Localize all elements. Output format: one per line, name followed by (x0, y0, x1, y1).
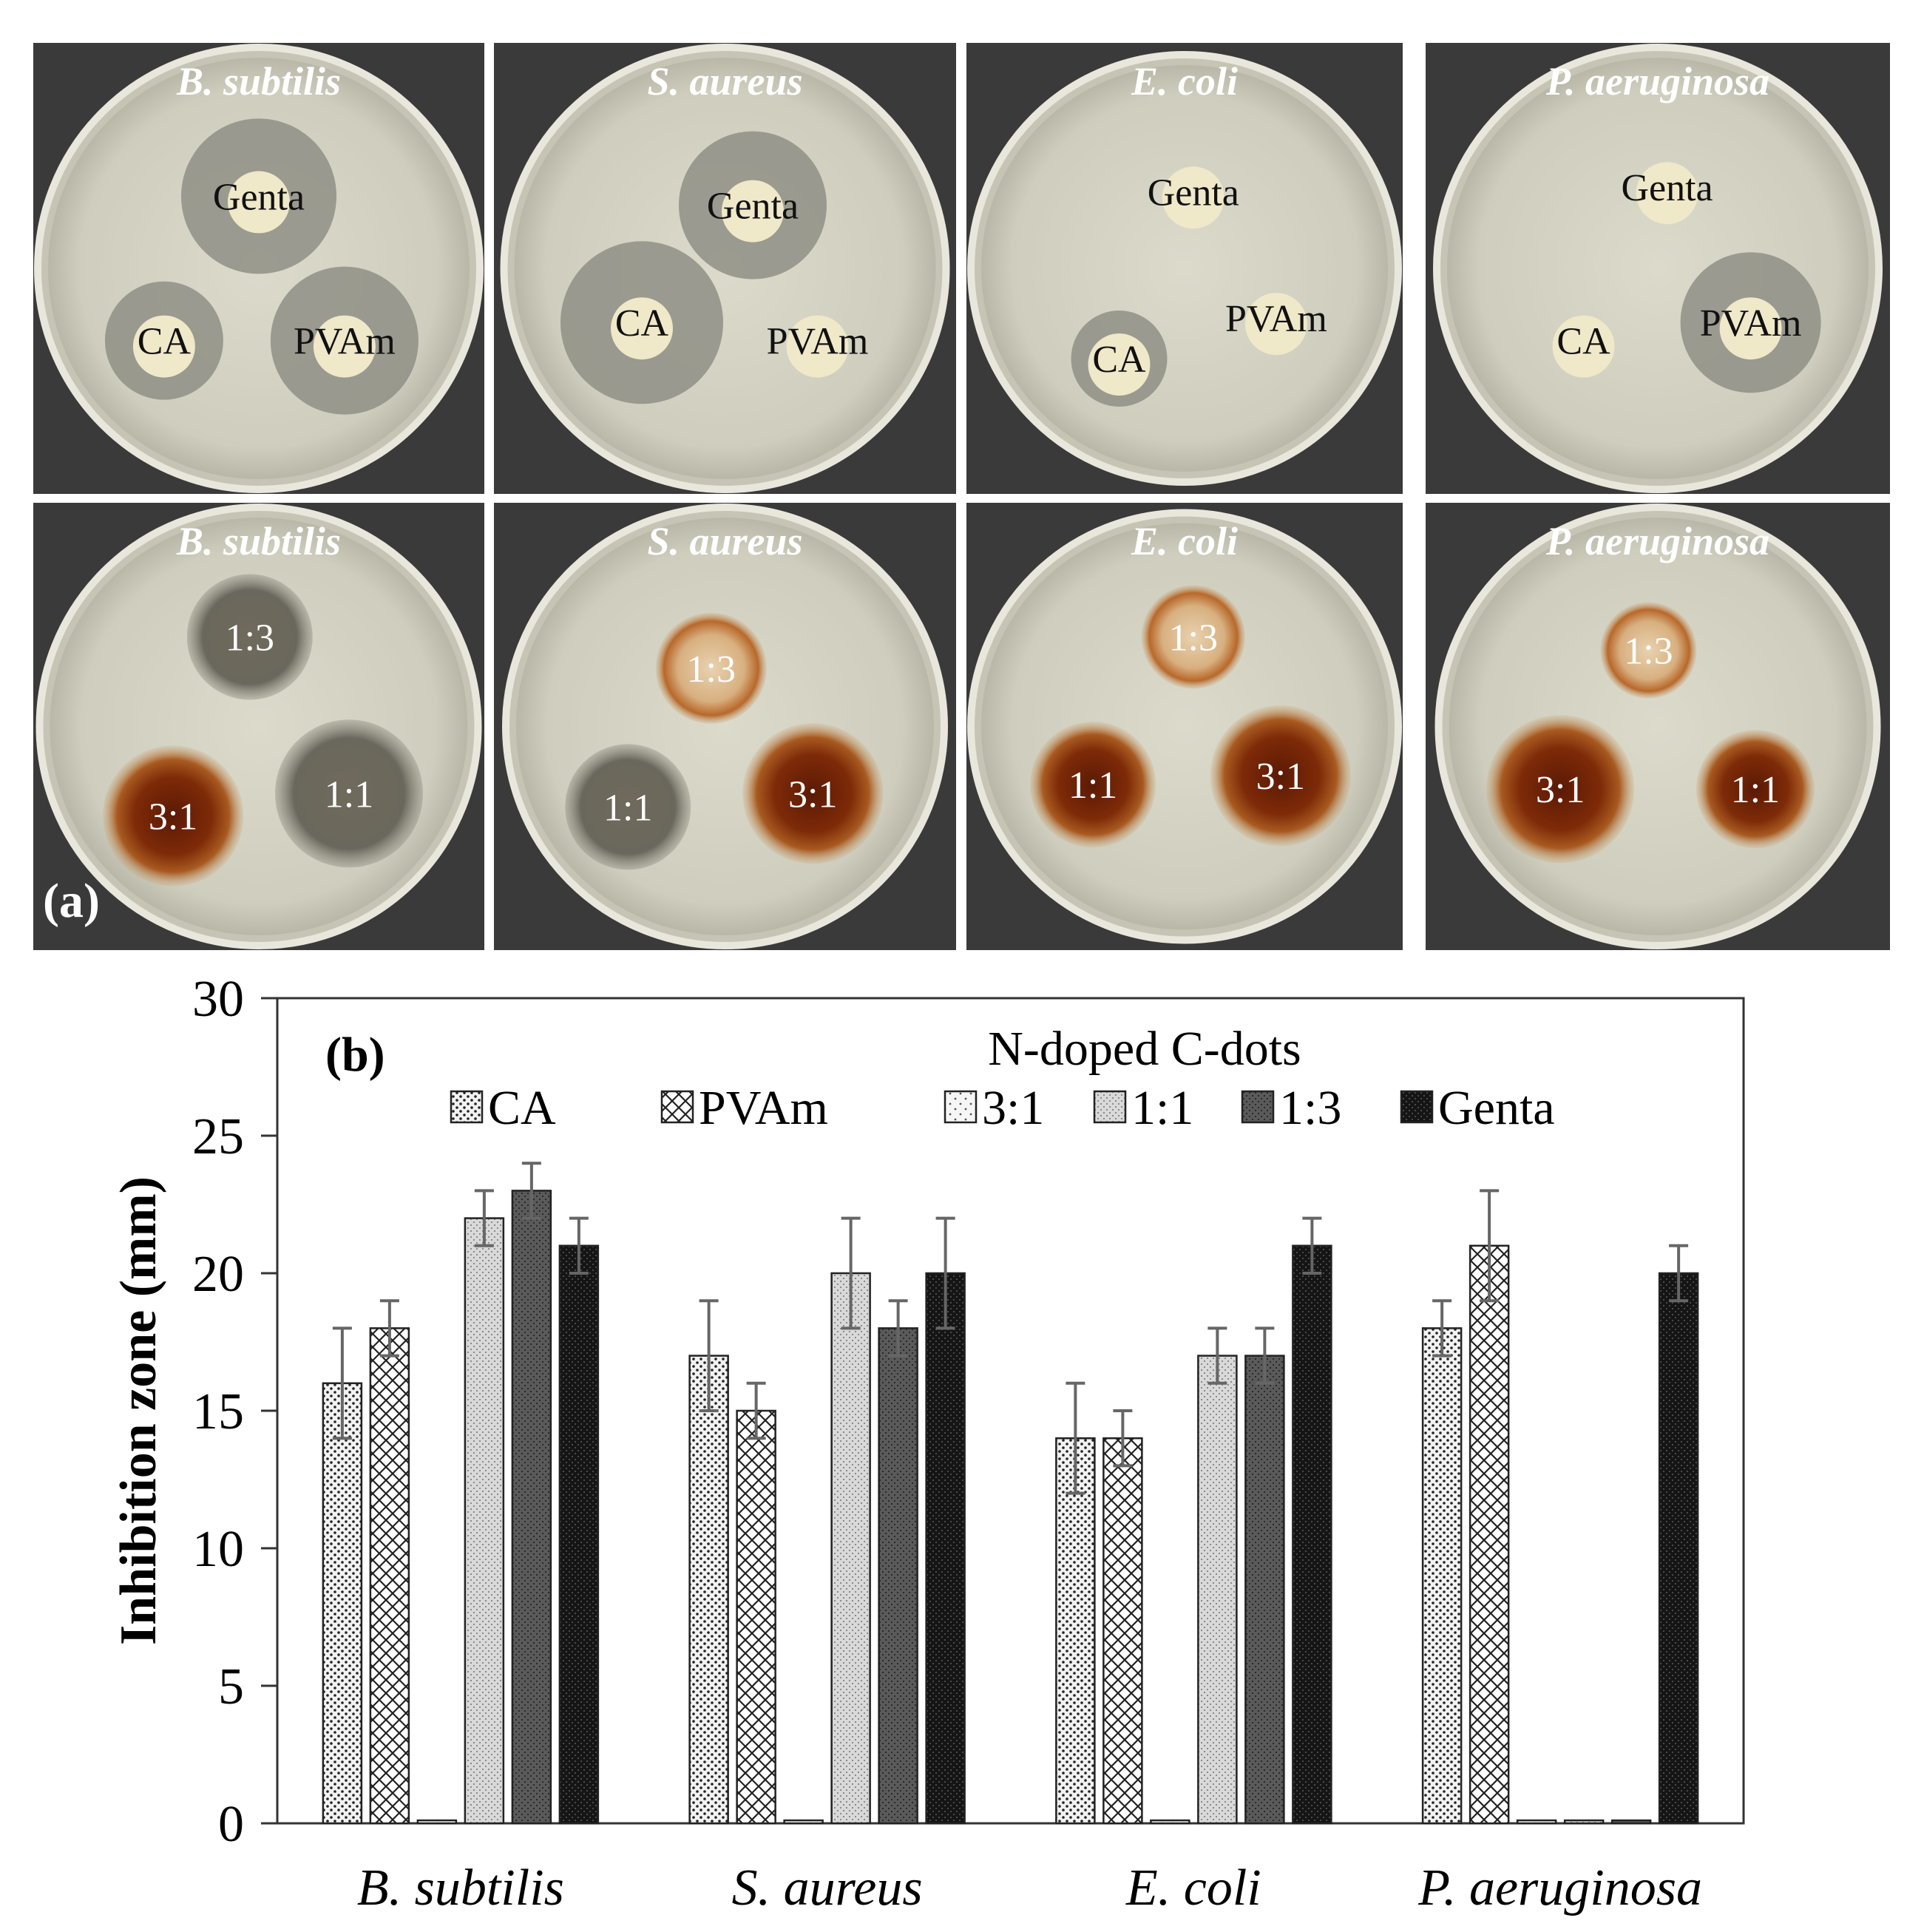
bottom-plate-4: 1:3 3:1 1:1 P. aeruginosa (1426, 503, 1890, 950)
disc-label: PVAm (294, 321, 396, 363)
bar-Genta-B. subtilis (558, 1244, 600, 1825)
bar-3:1-S. aureus (783, 1819, 824, 1825)
x-category-label: P. aeruginosa (1417, 1860, 1702, 1916)
top-plate-3: Genta CA PVAm E. coli (966, 43, 1403, 494)
y-tick-label: 5 (218, 1658, 244, 1715)
legend-entry: 3:1 (982, 1081, 1044, 1135)
bar-1:1-B. subtilis (464, 1217, 505, 1825)
bar-1:3-B. subtilis (511, 1190, 552, 1825)
legend-swatch (1241, 1090, 1275, 1124)
y-axis-label: Inhibition zone (mm) (110, 1176, 167, 1645)
disc-label: CA (1557, 321, 1610, 363)
top-plate-1: Genta CA PVAm B. subtilis (33, 43, 484, 494)
bottom-plate-3: 1:3 1:1 3:1 E. coli (966, 503, 1403, 950)
y-tick-label: 15 (192, 1383, 244, 1440)
disc-label: Genta (213, 176, 305, 218)
legend-swatch (944, 1090, 978, 1124)
legend-swatch (1093, 1090, 1127, 1124)
plate-organism-label: B. subtilis (176, 519, 341, 563)
legend-swatch (660, 1090, 694, 1124)
x-category-label: E. coli (1125, 1860, 1261, 1916)
disc-label: CA (138, 321, 192, 363)
bar-Genta-E. coli (1292, 1244, 1332, 1825)
disc-label: CA (615, 302, 669, 345)
legend-entry: 1:1 (1131, 1081, 1193, 1135)
disc-label: 3:1 (1536, 769, 1585, 811)
bar-3:1-P. aeruginosa (1516, 1819, 1557, 1825)
bar-PVAm-S. aureus (736, 1409, 776, 1825)
plate-organism-label: E. coli (1131, 519, 1238, 563)
legend-entry: 1:3 (1279, 1081, 1341, 1135)
y-tick-label: 0 (218, 1796, 244, 1853)
y-tick-label: 20 (192, 1246, 244, 1303)
disc-label: 1:1 (603, 787, 652, 829)
bar-1:1-P. aeruginosa (1563, 1819, 1605, 1825)
y-tick-label: 30 (192, 971, 244, 1028)
bar-3:1-E. coli (1150, 1819, 1190, 1825)
disc-label: 1:3 (1169, 617, 1218, 660)
disc-label: 1:3 (1624, 631, 1673, 673)
legend-title: N-doped C-dots (988, 1022, 1301, 1076)
disc-label: 1:1 (325, 773, 373, 816)
bottom-plate-2: 1:3 1:1 3:1 S. aureus (494, 503, 956, 950)
bar-1:3-P. aeruginosa (1610, 1819, 1652, 1825)
bar-CA-P. aeruginosa (1421, 1327, 1463, 1825)
disc-label: 3:1 (788, 773, 837, 816)
legend-entry: Genta (1438, 1081, 1555, 1135)
bar-CA-E. coli (1055, 1437, 1096, 1825)
x-category-label: S. aureus (732, 1860, 923, 1916)
bar-1:1-E. coli (1197, 1355, 1238, 1825)
bar-Genta-S. aureus (925, 1272, 966, 1825)
disc-label: PVAm (767, 321, 869, 363)
bar-1:3-S. aureus (878, 1327, 918, 1825)
panel-a-label: (a) (43, 874, 100, 928)
plate-photographs: Genta CA PVAm B. subtilis Genta CA PVAm S. aure… (33, 43, 1890, 950)
legend-entry: PVAm (699, 1081, 828, 1135)
legend-swatch (1400, 1090, 1434, 1124)
x-category-label: B. subtilis (357, 1860, 564, 1916)
y-tick-label: 10 (192, 1521, 244, 1578)
legend-entry: CA (488, 1081, 556, 1135)
bar-PVAm-P. aeruginosa (1469, 1244, 1510, 1825)
plate-organism-label: B. subtilis (176, 59, 341, 104)
disc-label: Genta (707, 186, 799, 228)
plate-organism-label: P. aeruginosa (1545, 59, 1769, 104)
y-tick-label: 25 (192, 1108, 244, 1165)
disc-label: PVAm (1700, 302, 1802, 345)
bar-PVAm-E. coli (1102, 1437, 1143, 1825)
bar-1:3-E. coli (1244, 1355, 1285, 1825)
bar-PVAm-B. subtilis (369, 1327, 410, 1825)
disc-label: 3:1 (1256, 756, 1305, 798)
bar-1:1-S. aureus (830, 1272, 871, 1825)
bottom-plate-1: 1:3 3:1 1:1 B. subtilis (33, 503, 484, 950)
inhibition-zone-bar-chart: 0 5 10 15 20 25 30 Inhibition zone (mm) B. subti… (110, 971, 1745, 1916)
disc-label: CA (1092, 339, 1146, 381)
plate-organism-label: S. aureus (647, 519, 802, 563)
disc-label: Genta (1148, 172, 1239, 214)
plate-organism-label: P. aeruginosa (1545, 519, 1769, 563)
plate-organism-label: E. coli (1131, 59, 1238, 104)
plate-organism-label: S. aureus (647, 59, 802, 104)
disc-label: 1:1 (1068, 765, 1117, 807)
disc-label: PVAm (1225, 298, 1327, 340)
disc-label: 1:1 (1731, 769, 1780, 811)
disc-label: 1:3 (226, 617, 274, 660)
disc-label: 3:1 (149, 796, 197, 838)
disc-label: 1:3 (687, 648, 736, 691)
bar-3:1-B. subtilis (416, 1819, 458, 1825)
legend-swatch (450, 1090, 484, 1124)
top-plate-4: Genta CA PVAm P. aeruginosa (1426, 43, 1890, 494)
panel-b-label: (b) (325, 1028, 385, 1082)
bar-CA-S. aureus (688, 1355, 729, 1825)
bar-CA-B. subtilis (322, 1382, 363, 1825)
disc-label: Genta (1621, 167, 1713, 209)
top-plate-2: Genta CA PVAm S. aureus (494, 43, 956, 494)
bar-Genta-P. aeruginosa (1658, 1272, 1699, 1825)
